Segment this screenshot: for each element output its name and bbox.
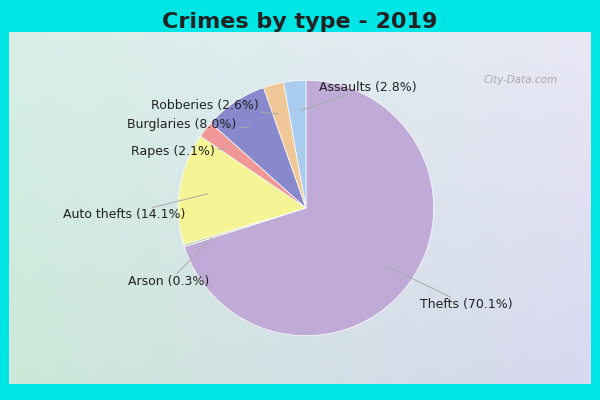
- Wedge shape: [178, 136, 306, 244]
- Wedge shape: [184, 208, 306, 247]
- Text: Thefts (70.1%): Thefts (70.1%): [386, 266, 513, 311]
- Text: City-Data.com: City-Data.com: [484, 75, 558, 85]
- Text: Arson (0.3%): Arson (0.3%): [128, 238, 212, 288]
- Wedge shape: [284, 80, 306, 208]
- Text: Assaults (2.8%): Assaults (2.8%): [300, 80, 417, 111]
- Wedge shape: [211, 88, 306, 208]
- Text: Rapes (2.1%): Rapes (2.1%): [131, 145, 227, 158]
- Text: Robberies (2.6%): Robberies (2.6%): [151, 99, 278, 114]
- Wedge shape: [200, 123, 306, 208]
- Text: Burglaries (8.0%): Burglaries (8.0%): [127, 118, 250, 131]
- Wedge shape: [263, 82, 306, 208]
- Wedge shape: [184, 80, 434, 336]
- Text: Crimes by type - 2019: Crimes by type - 2019: [163, 12, 437, 32]
- Text: Auto thefts (14.1%): Auto thefts (14.1%): [62, 194, 208, 221]
